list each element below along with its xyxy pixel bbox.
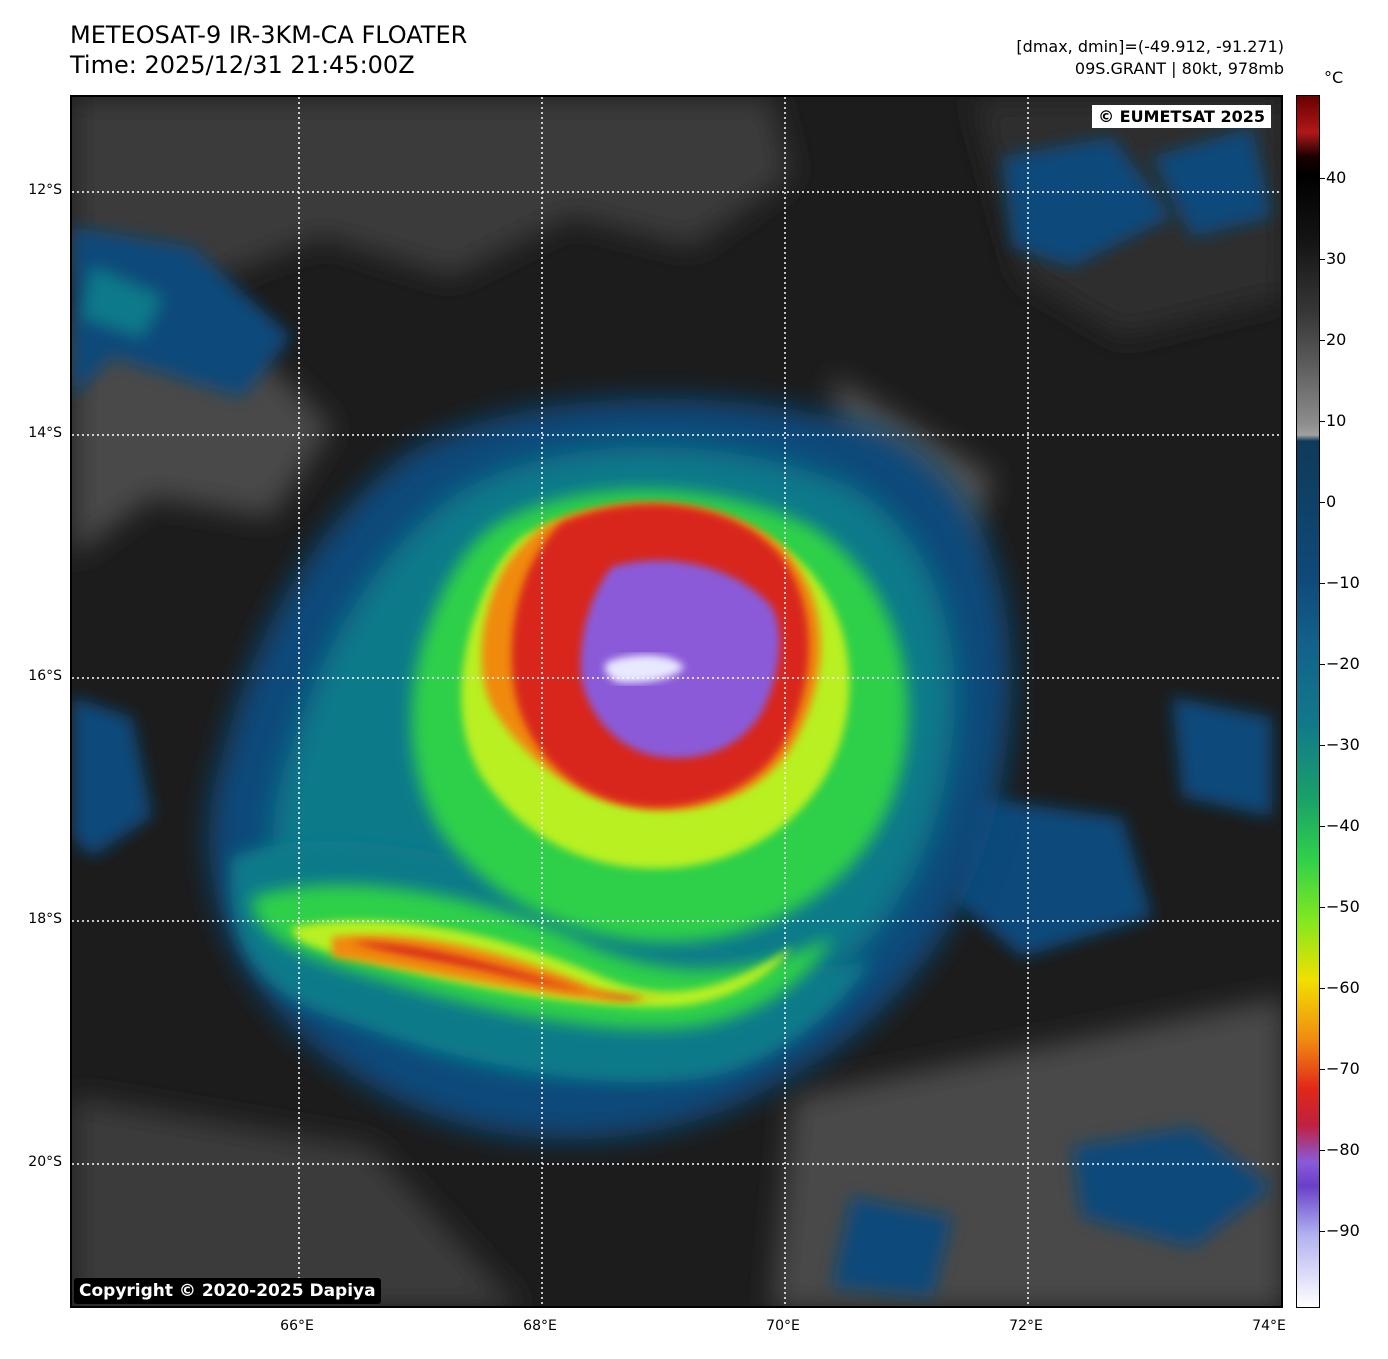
colorbar-tick-mark [1320, 421, 1325, 422]
colorbar-tick-label: −50 [1326, 897, 1360, 916]
storm-info: [dmax, dmin]=(-49.912, -91.271) 09S.GRAN… [1016, 36, 1284, 80]
colorbar-tick-mark [1320, 178, 1325, 179]
colorbar-tick-label: −10 [1326, 573, 1360, 592]
colorbar-tick-label: 40 [1326, 168, 1347, 187]
lat-label-16s: 16°S [28, 668, 62, 684]
colorbar-tick-label: 20 [1326, 330, 1347, 349]
satellite-imagery [72, 97, 1281, 1306]
colorbar-tick-label: −40 [1326, 816, 1360, 835]
title-line-sensor: METEOSAT-9 IR-3KM-CA FLOATER [70, 21, 468, 49]
colorbar-tick-mark [1320, 988, 1325, 989]
eumetsat-credit: © EUMETSAT 2025 [1092, 105, 1271, 128]
lat-label-14s: 14°S [28, 425, 62, 441]
colorbar-tick-label: 0 [1326, 492, 1337, 511]
lon-label-72e: 72°E [1009, 1318, 1043, 1334]
colorbar-tick-label: −70 [1326, 1059, 1360, 1078]
lon-label-74e: 74°E [1252, 1318, 1286, 1334]
lat-label-20s: 20°S [28, 1154, 62, 1170]
info-storm-details: 09S.GRANT | 80kt, 978mb [1074, 59, 1284, 78]
colorbar-tick-mark [1320, 502, 1325, 503]
colorbar-tick-label: 30 [1326, 249, 1347, 268]
lon-label-70e: 70°E [766, 1318, 800, 1334]
colorbar-tick-label: −90 [1326, 1221, 1360, 1240]
colorbar-tick-mark [1320, 907, 1325, 908]
colorbar-tick-mark [1320, 340, 1325, 341]
colorbar-tick-label: −30 [1326, 735, 1360, 754]
info-temperature-range: [dmax, dmin]=(-49.912, -91.271) [1016, 37, 1284, 56]
colorbar-tick-mark [1320, 664, 1325, 665]
colorbar-tick-label: −60 [1326, 978, 1360, 997]
scattered-blue-clouds [72, 127, 1272, 1297]
colorbar-tick-mark [1320, 1231, 1325, 1232]
colorbar-tick-mark [1320, 1069, 1325, 1070]
lat-label-12s: 12°S [28, 182, 62, 198]
lon-label-68e: 68°E [523, 1318, 557, 1334]
map-title: METEOSAT-9 IR-3KM-CA FLOATER Time: 2025/… [70, 20, 467, 80]
colorbar-tick-mark [1320, 1150, 1325, 1151]
dapiya-copyright: Copyright © 2020-2025 Dapiya [74, 1278, 381, 1304]
graticule-lines [72, 97, 1281, 1306]
colorbar-tick-mark [1320, 583, 1325, 584]
lon-label-66e: 66°E [280, 1318, 314, 1334]
title-line-time: Time: 2025/12/31 21:45:00Z [70, 51, 415, 79]
temperature-colorbar [1296, 95, 1320, 1308]
satellite-image-frame: © EUMETSAT 2025 Copyright © 2020-2025 Da… [70, 95, 1283, 1308]
colorbar-tick-label: −20 [1326, 654, 1360, 673]
lat-label-18s: 18°S [28, 911, 62, 927]
colorbar-tick-mark [1320, 826, 1325, 827]
colorbar-tick-label: −80 [1326, 1140, 1360, 1159]
colorbar-tick-mark [1320, 745, 1325, 746]
colorbar-unit: °C [1324, 68, 1344, 87]
colorbar-tick-label: 10 [1326, 411, 1347, 430]
colorbar-tick-mark [1320, 259, 1325, 260]
